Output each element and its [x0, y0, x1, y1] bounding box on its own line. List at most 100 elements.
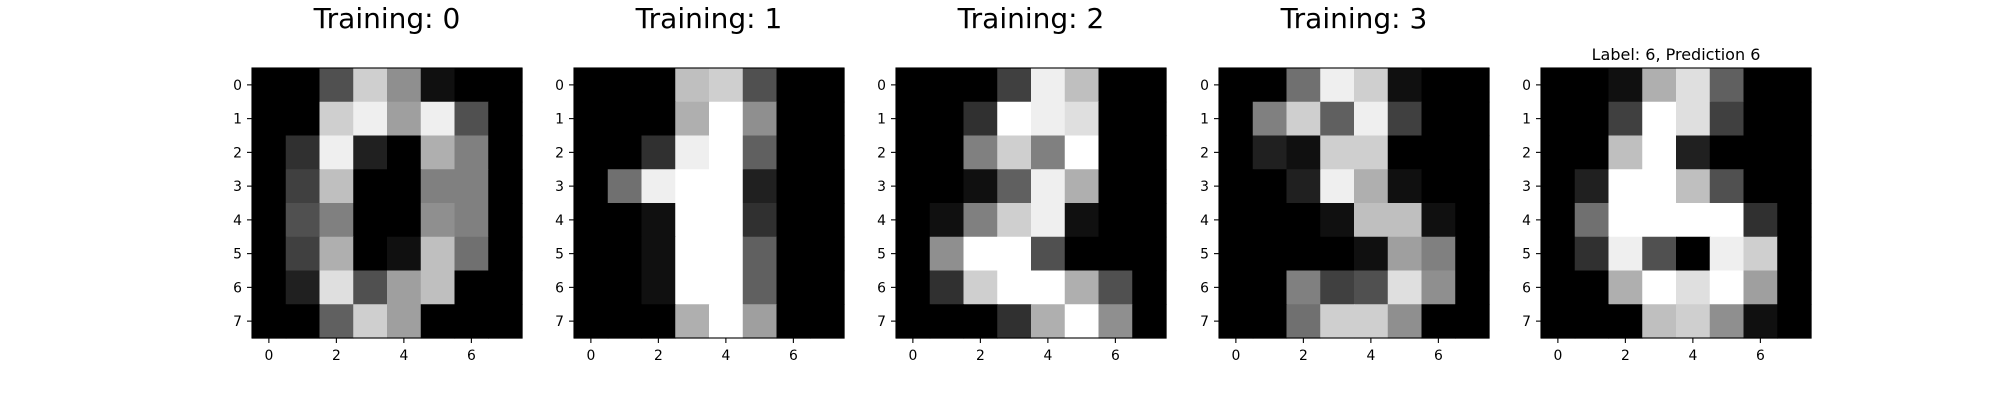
pixel-cell [1608, 169, 1643, 204]
pixel-cell [929, 203, 965, 238]
pixel-cell [1709, 203, 1745, 238]
y-tick-label: 7 [555, 314, 564, 330]
pixel-cell [1642, 101, 1677, 137]
pixel-cell [1354, 169, 1389, 204]
pixel-cell [641, 135, 676, 170]
pixel-cell [1421, 135, 1456, 170]
x-tick-label: 2 [1299, 348, 1308, 364]
pixel-cell [1031, 270, 1066, 305]
pixel-cell [488, 68, 523, 103]
pixel-cell [285, 270, 321, 305]
pixel-cell [641, 101, 676, 137]
pixel-cell [574, 304, 609, 339]
y-tick-label: 3 [555, 179, 564, 195]
pixel-cell [1219, 236, 1254, 272]
pixel-cell [387, 304, 422, 339]
pixel-cell [1132, 169, 1167, 204]
y-tick-label: 4 [877, 213, 886, 229]
y-tick-label: 2 [1522, 145, 1531, 161]
pixel-cell [1574, 169, 1610, 204]
pixel-cell [675, 203, 710, 238]
pixel-cell [742, 101, 778, 137]
x-tick-label: 4 [1043, 348, 1052, 364]
x-tick-label: 4 [1366, 348, 1375, 364]
pixel-cell [1098, 101, 1133, 137]
y-tick-label: 6 [1200, 280, 1209, 296]
pixel-cell [1421, 304, 1456, 339]
pixel-cell [1777, 101, 1812, 137]
pixel-cell [997, 203, 1032, 238]
pixel-cell [353, 203, 388, 238]
y-tick-label: 0 [1522, 78, 1531, 94]
pixel-cell [353, 236, 388, 272]
pixel-cell [1064, 169, 1100, 204]
y-tick-label: 4 [555, 213, 564, 229]
pixel-cell [1354, 304, 1389, 339]
x-tick-label: 0 [1231, 348, 1240, 364]
pixel-cell [488, 169, 523, 204]
x-tick-label: 6 [1434, 348, 1443, 364]
pixel-cell [252, 304, 287, 339]
pixel-cell [1320, 304, 1355, 339]
x-tick-label: 6 [1111, 348, 1120, 364]
pixel-cell [488, 236, 523, 272]
pixel-cell [1387, 135, 1423, 170]
axes-frame [1540, 67, 1812, 339]
pixel-cell [1642, 270, 1677, 305]
pixel-cell [641, 304, 676, 339]
pixel-cell [252, 236, 287, 272]
pixel-cell [1608, 236, 1643, 272]
x-tick-label: 4 [399, 348, 408, 364]
pixel-cell [776, 135, 811, 170]
pixel-cell [810, 135, 845, 170]
pixel-cell [353, 101, 388, 137]
pixel-cell [252, 101, 287, 137]
pixel-cell [776, 101, 811, 137]
pixel-cell [1642, 236, 1677, 272]
pixel-cell [574, 236, 609, 272]
pixel-cell [420, 236, 456, 272]
pixel-cell [353, 304, 388, 339]
pixel-cell [1132, 270, 1167, 305]
pixel-cell [1354, 68, 1389, 103]
pixel-cell [1219, 101, 1254, 137]
pixel-cell [929, 169, 965, 204]
pixel-cell [607, 101, 643, 137]
pixel-cell [607, 68, 643, 103]
pixel-cell [1777, 304, 1812, 339]
pixel-cell [1132, 101, 1167, 137]
pixel-cell [1541, 135, 1576, 170]
pixel-cell [997, 270, 1032, 305]
pixel-cell [1709, 68, 1745, 103]
pixel-cell [1354, 101, 1389, 137]
pixel-cell [963, 236, 998, 272]
pixel-cell [387, 169, 422, 204]
pixel-cell [1676, 236, 1711, 272]
pixel-cell [387, 135, 422, 170]
pixel-cell [607, 236, 643, 272]
pixel-cell [1421, 236, 1456, 272]
pixel-cell [607, 304, 643, 339]
pixel-cell [252, 270, 287, 305]
y-tick-label: 2 [555, 145, 564, 161]
pixel-cell [1709, 101, 1745, 137]
y-tick-label: 2 [1200, 145, 1209, 161]
pixel-cell [420, 101, 456, 137]
pixel-cell [420, 135, 456, 170]
pixel-cell [574, 169, 609, 204]
axes-frame [895, 67, 1167, 339]
pixel-cell [1642, 169, 1677, 204]
pixel-cell [1320, 169, 1355, 204]
pixel-cell [997, 304, 1032, 339]
pixel-cell [963, 169, 998, 204]
pixel-cell [420, 270, 456, 305]
pixel-cell [1064, 203, 1100, 238]
pixel-cell [454, 236, 489, 272]
pixel-cell [675, 270, 710, 305]
pixel-cell [319, 68, 354, 103]
pixel-cell [353, 169, 388, 204]
pixel-cell [1608, 270, 1643, 305]
pixel-cell [896, 169, 931, 204]
pixel-cell [929, 270, 965, 305]
y-tick-label: 5 [555, 247, 564, 263]
